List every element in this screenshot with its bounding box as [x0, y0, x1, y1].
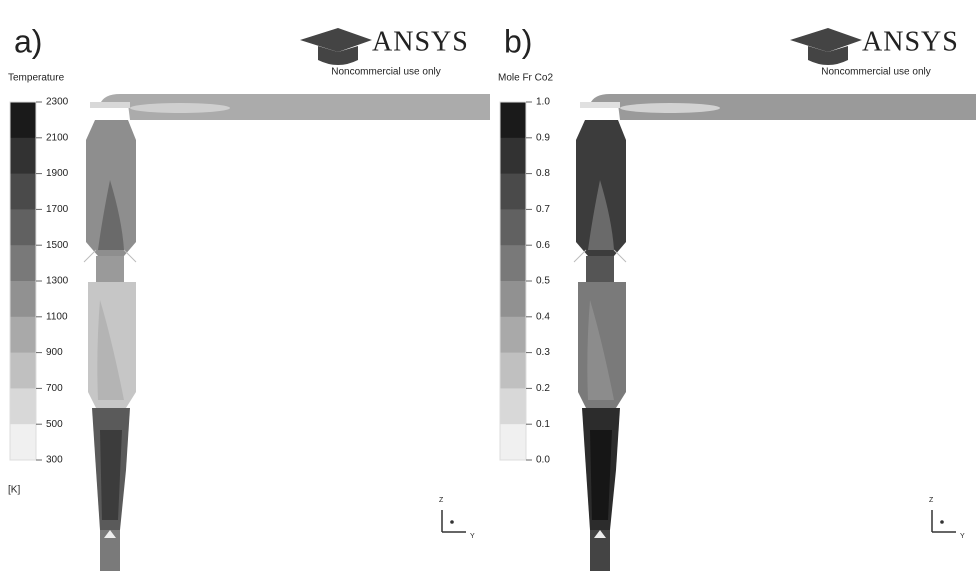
legend-tick-label: 0.3: [536, 347, 550, 358]
duct-inlet: [580, 102, 620, 108]
mid-inner: [587, 300, 614, 400]
triad-x: [450, 520, 454, 524]
nozzle-r: [123, 249, 137, 263]
legend-tick-label: 1700: [46, 204, 69, 215]
legend-title: Mole Fr Co2: [498, 73, 553, 84]
legend-tick-label: 900: [46, 347, 63, 358]
outlet-tube: [590, 530, 610, 571]
legend-band: [10, 245, 36, 282]
legend-band: [10, 281, 36, 318]
legend-tick-label: 1900: [46, 168, 69, 179]
legend-tick-label: 700: [46, 383, 63, 394]
outlet-tube: [100, 530, 120, 571]
legend-band: [10, 388, 36, 425]
legend-band: [500, 281, 526, 318]
triad-z-label: Z: [439, 497, 444, 504]
panel: a) ANSYS Noncommercial use only Temperature…: [8, 23, 490, 571]
mid-inner: [97, 300, 124, 400]
legend-tick-label: 1.0: [536, 97, 550, 108]
legend-tick-label: 0.0: [536, 455, 550, 466]
watermark-note: Noncommercial use only: [821, 67, 931, 78]
triad-y-label: Y: [470, 533, 475, 540]
legend-band: [10, 209, 36, 246]
legend-band: [10, 137, 36, 175]
legend-band: [10, 424, 36, 461]
legend-tick-label: 0.7: [536, 204, 550, 215]
duct: [100, 94, 490, 120]
panel-label: a): [14, 23, 42, 59]
legend-band: [10, 102, 36, 139]
legend-tick-label: 500: [46, 419, 63, 430]
logo-cap-base: [808, 46, 848, 65]
legend-band: [500, 424, 526, 461]
triad-z-label: Z: [929, 497, 934, 504]
nozzle-l: [83, 249, 97, 263]
legend-band: [500, 137, 526, 175]
legend-unit: [K]: [8, 485, 20, 496]
legend-tick-label: 1100: [46, 311, 68, 322]
legend-tick-label: 0.5: [536, 276, 550, 287]
nozzle-l: [573, 249, 587, 263]
legend-tick-label: 0.2: [536, 383, 550, 394]
legend-band: [10, 316, 36, 354]
jet: [130, 103, 230, 113]
legend-band: [500, 316, 526, 354]
legend-tick-label: 0.4: [536, 311, 550, 322]
legend-band: [500, 352, 526, 389]
watermark-note: Noncommercial use only: [331, 67, 441, 78]
outlet-marker: [104, 530, 116, 538]
lower-inner: [590, 430, 612, 520]
legend-band: [10, 173, 36, 210]
logo-cap: [790, 28, 862, 52]
legend-band: [500, 245, 526, 282]
legend-tick-label: 0.1: [536, 419, 550, 430]
logo-text: ANSYS: [862, 26, 959, 57]
legend-band: [10, 352, 36, 389]
logo-cap-base: [318, 46, 358, 65]
nozzle-r: [613, 249, 627, 263]
duct-inlet: [90, 102, 130, 108]
duct: [590, 94, 976, 120]
legend-tick-label: 0.6: [536, 240, 550, 251]
flame: [98, 180, 124, 250]
panel: b) ANSYS Noncommercial use only Mole Fr Co2…: [498, 23, 976, 571]
legend-tick-label: 2300: [46, 97, 69, 108]
legend-band: [500, 102, 526, 139]
outlet-marker: [594, 530, 606, 538]
legend-tick-label: 0.9: [536, 132, 550, 143]
neck: [96, 256, 124, 284]
legend-tick-label: 1500: [46, 240, 69, 251]
logo-text: ANSYS: [372, 26, 469, 57]
logo-cap: [300, 28, 372, 52]
legend-tick-label: 0.8: [536, 168, 550, 179]
neck: [586, 256, 614, 284]
legend-tick-label: 2100: [46, 132, 69, 143]
jet: [620, 103, 720, 113]
legend-band: [500, 388, 526, 425]
legend-band: [500, 173, 526, 210]
lower-inner: [100, 430, 122, 520]
triad-x: [940, 520, 944, 524]
legend-band: [500, 209, 526, 246]
legend-tick-label: 1300: [46, 276, 69, 287]
panel-label: b): [504, 23, 532, 59]
triad-y-label: Y: [960, 533, 965, 540]
flame: [588, 180, 614, 250]
legend-title: Temperature: [8, 73, 65, 84]
legend-tick-label: 300: [46, 455, 63, 466]
